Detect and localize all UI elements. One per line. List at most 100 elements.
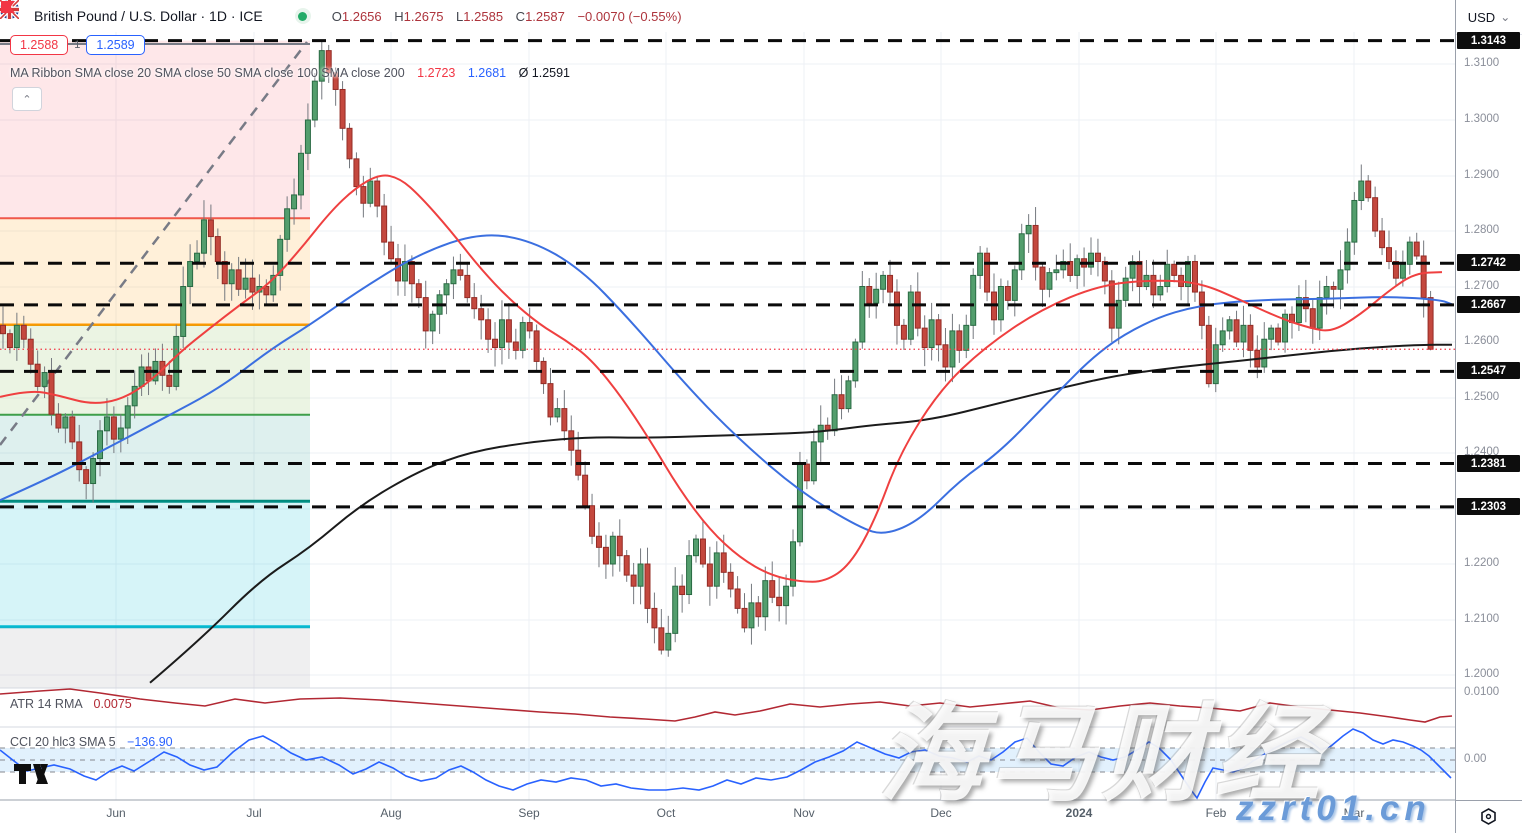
time-axis-label: Jun [106,806,126,820]
time-axis-label: 2024 [1065,806,1093,820]
candle-body [166,374,173,387]
candle-body [110,416,117,440]
candle-body [630,574,637,587]
candle-body [810,441,817,482]
candle-body [921,327,928,349]
collapse-legend-button[interactable]: ⌃ [12,87,42,111]
candle-body [505,319,512,343]
candle-body [519,322,526,351]
candle-body [589,505,596,537]
candle-body [1115,299,1122,329]
low-label: L [456,8,464,24]
candle-body [408,261,415,285]
candle-body [415,283,422,299]
candle-body [748,602,755,629]
candle-body [859,286,866,343]
candle-body [533,330,540,362]
candle-body [554,408,561,418]
candle-body [1053,269,1060,274]
candle-body [616,535,623,557]
candle-body [893,291,900,326]
candle-body [1025,224,1032,235]
candle-body [769,580,776,598]
candle-body [332,72,339,90]
candle-body [1191,261,1198,293]
candle-body [547,383,554,418]
candle-body [997,286,1004,321]
candle-body [228,269,235,285]
time-axis-label: Jul [246,806,262,820]
atr-legend[interactable]: ATR 14 RMA 0.0075 [10,697,132,711]
candle-body [173,335,180,387]
candle-body [679,585,686,596]
market-open-dot [298,11,308,21]
market-status-icon[interactable] [294,8,311,24]
price-tag-blue[interactable]: 1.2589 [86,35,145,55]
candle-body [602,546,609,565]
open-label: O [331,8,342,24]
candle-body [83,469,90,485]
candle-body [235,269,242,290]
currency-label: USD [1467,9,1496,25]
candle-body [1413,241,1420,257]
price-tick: 1.2000 [1464,668,1500,680]
price-tag-red[interactable]: 1.2588 [10,35,69,55]
zone-orange [0,218,310,325]
ma-ribbon-legend[interactable]: MA Ribbon SMA close 20 SMA close 50 SMA … [10,66,570,80]
candle-body [1101,261,1108,282]
close-value: 1.2587 [525,8,565,24]
price-tick: 1.3000 [1464,113,1500,125]
price-tag-row: 1.2588 1 1.2589 [10,35,145,55]
currency-dropdown[interactable]: USD ⌄ [1456,0,1522,35]
candle-body [221,261,228,285]
level-price-badge: 1.2547 [1457,362,1520,379]
candle-body [831,394,838,432]
cci-legend[interactable]: CCI 20 hlc3 SMA 5 −136.90 [10,735,173,749]
price-axis[interactable]: USD ⌄ 1.3100 1.3000 1.2900 1.2800 1.2700 1.26… [1455,0,1522,833]
candle-body [1205,324,1212,385]
candle-body [381,205,388,243]
candle-body [1275,327,1282,343]
candle-body [69,416,76,443]
symbol-toolbar: British Pound / U.S. Dollar · 1D · ICE O… [0,0,1455,32]
candle-body [450,269,457,285]
candle-body [1344,241,1351,271]
close-label: C [515,8,526,24]
atr-title: ATR 14 RMA [10,697,83,711]
candle-body [713,552,720,587]
symbol-title[interactable]: British Pound / U.S. Dollar · 1D · ICE [34,8,263,24]
candle-body [1365,180,1372,199]
candle-body [720,552,727,573]
candle-body [686,555,693,596]
candle-body [873,288,880,304]
candle-body [367,180,374,204]
candle-body [582,474,589,507]
zone-red [0,40,310,219]
candle-body [117,427,124,440]
candle-body [914,291,921,329]
price-tick: 1.2100 [1464,613,1500,625]
candle-body [783,585,790,607]
candle-body [1198,291,1205,326]
candle-body [970,274,977,326]
candle-body [1067,261,1074,276]
candle-body [1386,247,1392,263]
chevron-up-icon: ⌃ [22,93,32,106]
candle-body [609,535,616,565]
candle-body [817,424,824,443]
price-tick: 1.2700 [1464,280,1500,292]
candle-body [103,416,110,432]
time-axis-label: Mar [1343,806,1365,820]
candle-body [1233,319,1240,343]
candle-body [311,80,318,121]
candle-body [34,363,41,387]
atr-value: 0.0075 [93,697,132,711]
level-price-badge: 1.3143 [1457,32,1520,49]
candle-body [1018,233,1025,271]
time-axis-label: Feb [1205,806,1227,820]
change-value: −0.0070 (−0.55%) [577,8,682,24]
candle-body [1046,272,1053,290]
time-axis-label: Aug [380,806,402,820]
candle-body [41,372,48,387]
candle-body [984,252,991,293]
